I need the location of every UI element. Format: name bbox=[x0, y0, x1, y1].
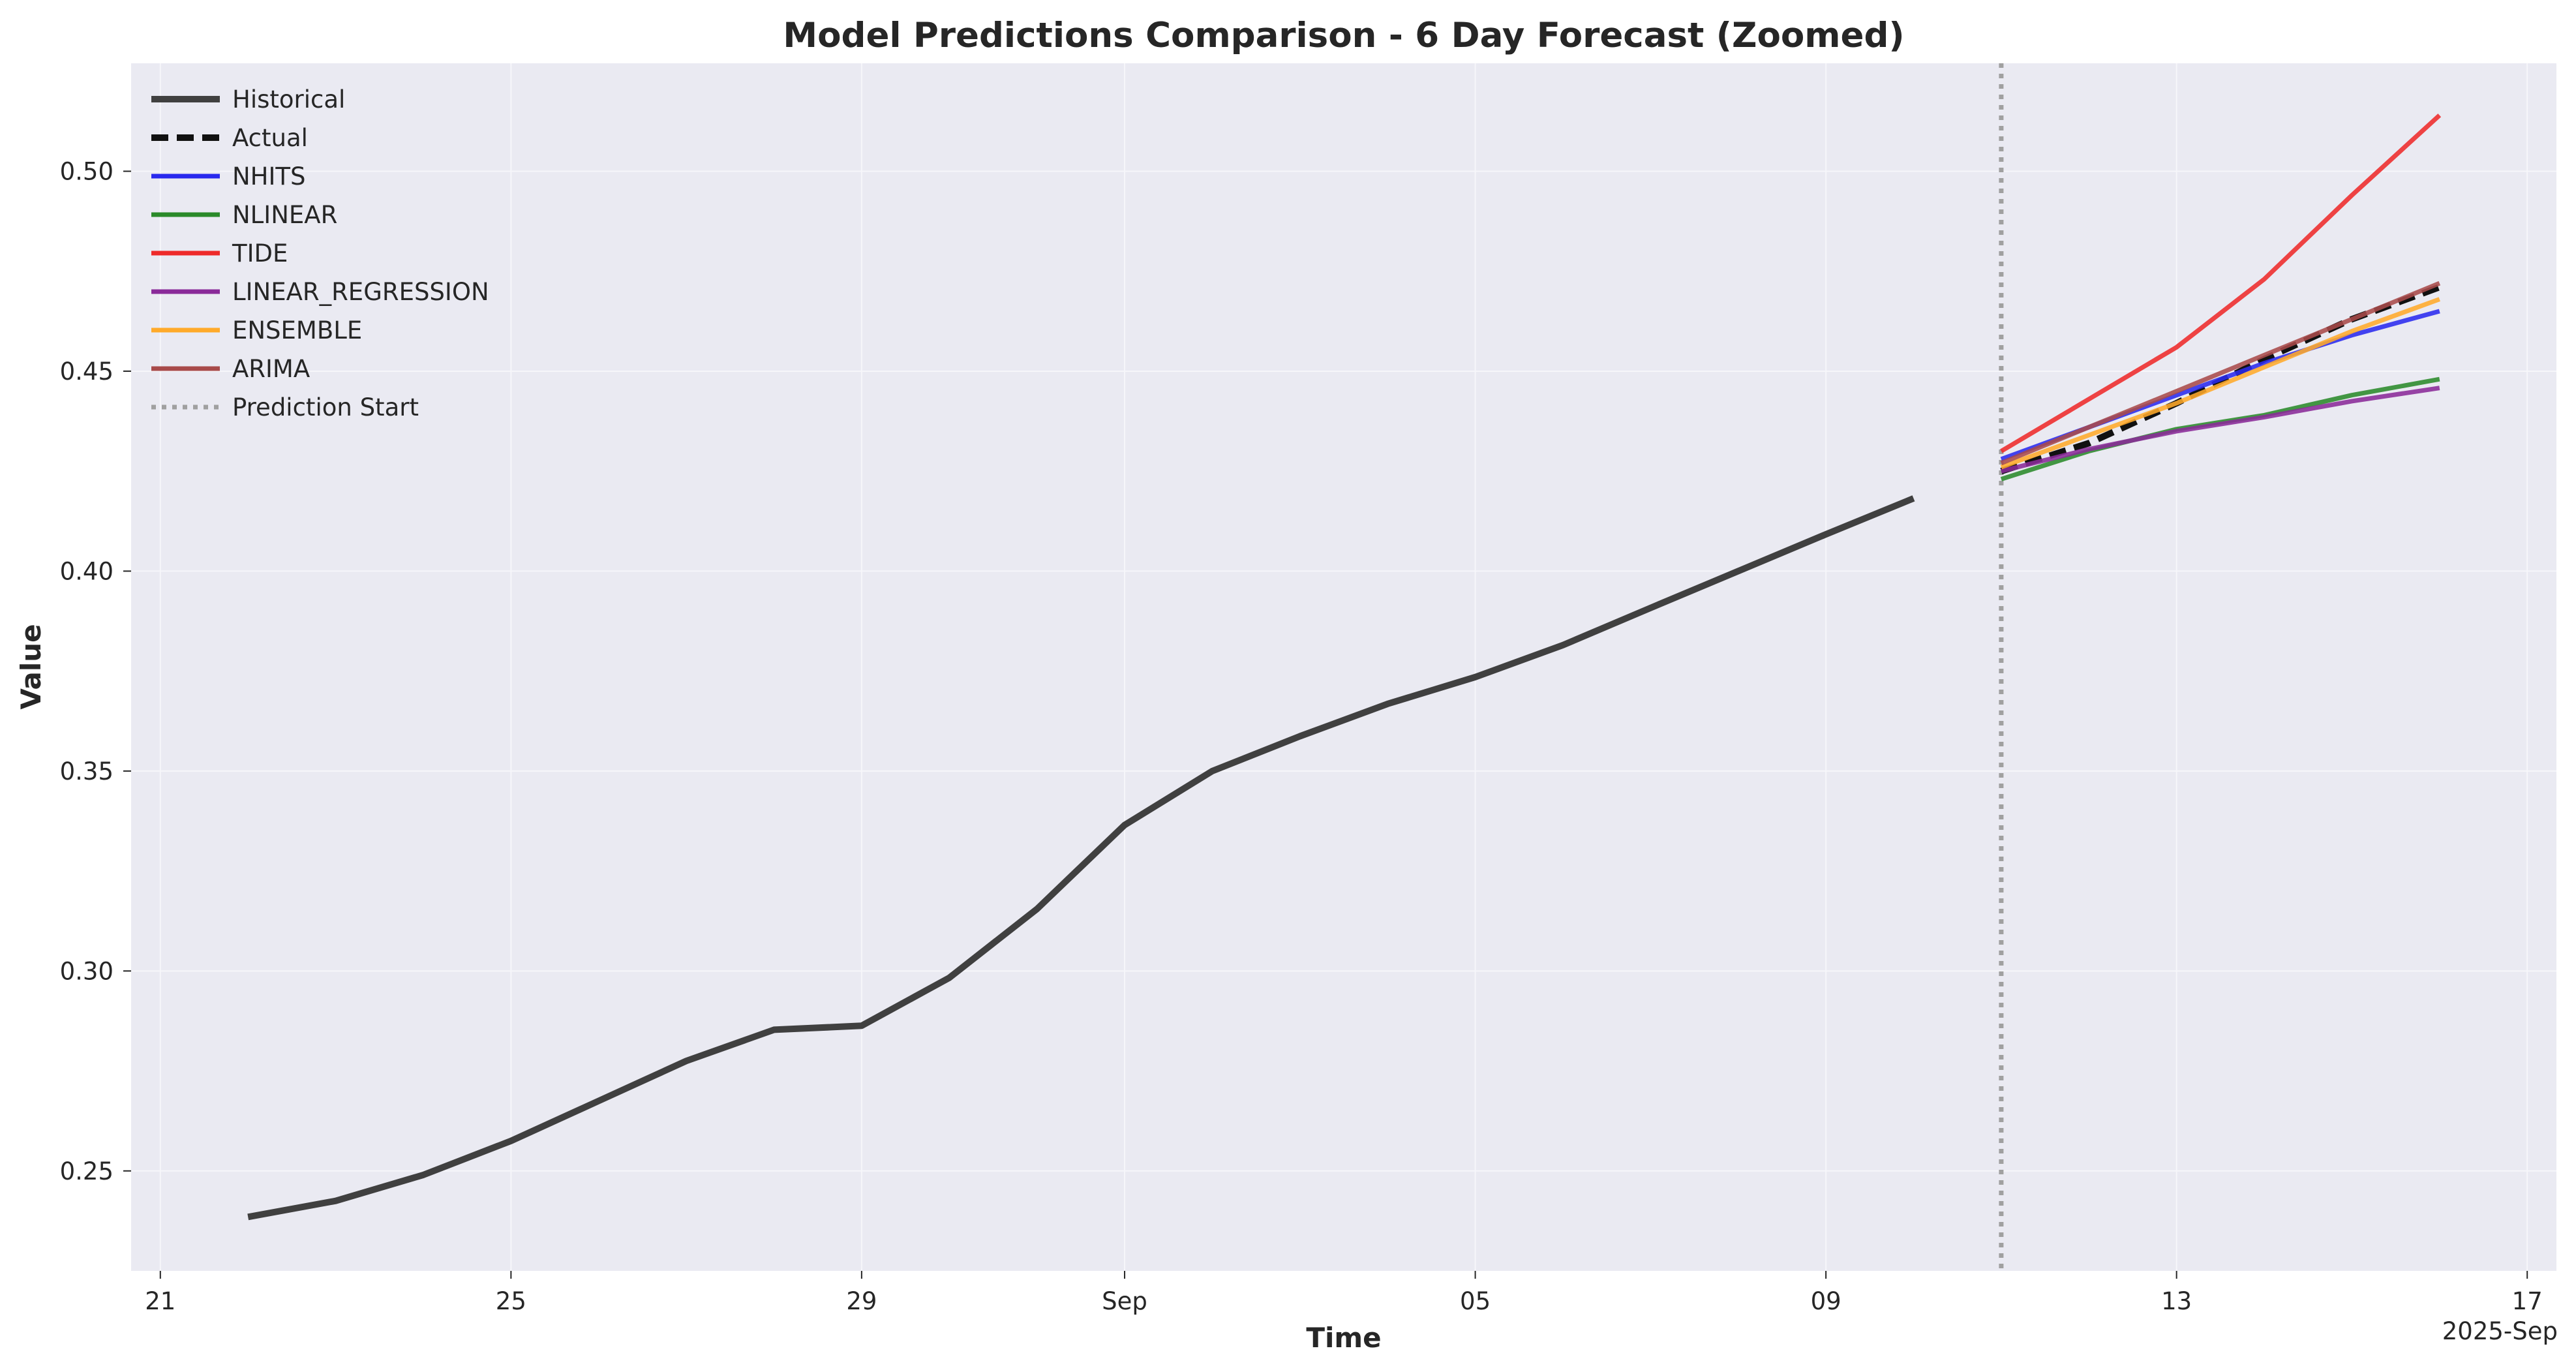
series-line-ensemble bbox=[2000, 297, 2441, 470]
y-axis-label: Value bbox=[15, 624, 47, 709]
legend-label-tide: TIDE bbox=[232, 239, 288, 267]
legend-label-historical: Historical bbox=[232, 85, 345, 114]
x-tick-label: Sep bbox=[1102, 1287, 1147, 1315]
x-axis-label: Time bbox=[1306, 1322, 1381, 1354]
legend-label-actual: Actual bbox=[232, 124, 308, 152]
legend-label-linear-regression: LINEAR_REGRESSION bbox=[232, 278, 489, 306]
series-line-arima bbox=[2000, 281, 2441, 466]
grid-lines bbox=[131, 63, 2556, 1271]
series-line-tide bbox=[2000, 114, 2442, 453]
x-tick-label: 13 bbox=[2161, 1287, 2192, 1315]
x-tick-label: 25 bbox=[496, 1287, 526, 1315]
y-tick-label: 0.35 bbox=[60, 757, 114, 785]
legend-label-prediction-start: Prediction Start bbox=[232, 393, 419, 421]
legend: Historical Actual NHITS NLINEAR TIDE LINEAR_R… bbox=[151, 85, 489, 421]
x-tick-label: 09 bbox=[1811, 1287, 1841, 1315]
x-axis-offset-label: 2025-Sep bbox=[2442, 1317, 2558, 1345]
legend-label-nlinear: NLINEAR bbox=[232, 201, 337, 229]
y-tick-label: 0.25 bbox=[60, 1157, 114, 1185]
series-line-historical bbox=[247, 495, 1915, 1221]
y-tick-label: 0.45 bbox=[60, 358, 114, 386]
x-tick-label: 17 bbox=[2512, 1287, 2543, 1315]
x-tick-label: 21 bbox=[145, 1287, 175, 1315]
plot-area bbox=[131, 63, 2556, 1271]
y-axis-ticks: 0.25 0.30 0.35 0.40 0.45 0.50 bbox=[60, 157, 131, 1185]
x-axis-ticks: 21 25 29 Sep 05 09 13 17 bbox=[145, 1271, 2543, 1315]
y-tick-label: 0.50 bbox=[60, 157, 114, 185]
x-tick-label: 05 bbox=[1460, 1287, 1491, 1315]
y-tick-label: 0.40 bbox=[60, 557, 114, 585]
chart-title: Model Predictions Comparison - 6 Day For… bbox=[783, 16, 1904, 55]
y-tick-label: 0.30 bbox=[60, 957, 114, 985]
legend-label-arima: ARIMA bbox=[232, 355, 310, 383]
series-lines bbox=[247, 114, 2442, 1221]
series-line-linear-regression bbox=[2001, 386, 2440, 474]
x-tick-label: 29 bbox=[846, 1287, 877, 1315]
legend-label-ensemble: ENSEMBLE bbox=[232, 316, 362, 344]
legend-label-nhits: NHITS bbox=[232, 162, 306, 191]
